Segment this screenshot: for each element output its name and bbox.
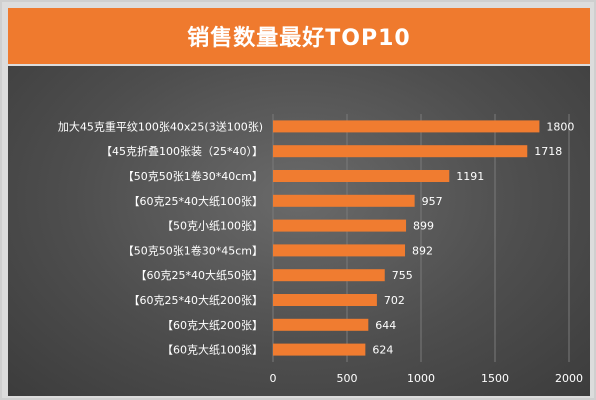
category-label: 【60克大纸200张】: [162, 318, 263, 332]
data-label: 1718: [534, 145, 562, 158]
category-label: 【50克50张1卷30*45cm】: [123, 243, 263, 257]
bar: [273, 194, 415, 207]
category-label: 【60克25*40大纸100张】: [129, 194, 264, 208]
category-label: 【45克折叠100张装（25*40）】: [101, 144, 263, 158]
bar: [273, 269, 385, 282]
title-bar: 销售数量最好TOP10: [8, 8, 590, 64]
category-label: 加大45克重平纹100张40x25(3送100张): [58, 119, 263, 133]
bar: [273, 170, 450, 182]
data-label: 702: [384, 294, 405, 307]
data-label: 1191: [456, 170, 484, 183]
label-layer: 0 500 1000 1500 2000 加大45克重平纹100张40x25(3送100张…: [58, 119, 583, 385]
category-label: 【50克小纸100张】: [162, 220, 263, 233]
x-tick-label: 1000: [407, 372, 435, 385]
data-label: 624: [372, 344, 393, 357]
data-label: 755: [392, 269, 413, 282]
bar: [273, 219, 407, 232]
bar: [273, 244, 406, 257]
data-label: 899: [413, 220, 434, 233]
category-label: 【50克50张1卷30*40cm】: [123, 169, 263, 183]
bar: [273, 343, 366, 356]
x-tick-label: 1500: [481, 372, 509, 385]
bar: [273, 120, 540, 133]
data-label: 644: [375, 319, 396, 332]
bar-layer: [273, 120, 540, 356]
category-label: 【60克大纸100张】: [162, 343, 263, 357]
x-tick-label: 500: [337, 372, 358, 385]
category-label: 【60克25*40大纸200张】: [129, 293, 264, 307]
data-label: 957: [422, 195, 443, 208]
chart-title: 销售数量最好TOP10: [187, 26, 411, 51]
bar: [273, 294, 377, 306]
category-label: 【60克25*40大纸50张】: [136, 268, 264, 282]
bar: [273, 145, 528, 158]
x-tick-label: 2000: [555, 372, 583, 385]
plot-panel: 0 500 1000 1500 2000 加大45克重平纹100张40x25(3送100张…: [8, 66, 590, 396]
bar-chart: 0 500 1000 1500 2000 加大45克重平纹100张40x25(3送100张…: [58, 114, 583, 385]
x-tick-label: 0: [270, 372, 277, 385]
bar: [273, 318, 369, 331]
data-label: 1800: [546, 120, 574, 133]
data-label: 892: [412, 244, 433, 257]
